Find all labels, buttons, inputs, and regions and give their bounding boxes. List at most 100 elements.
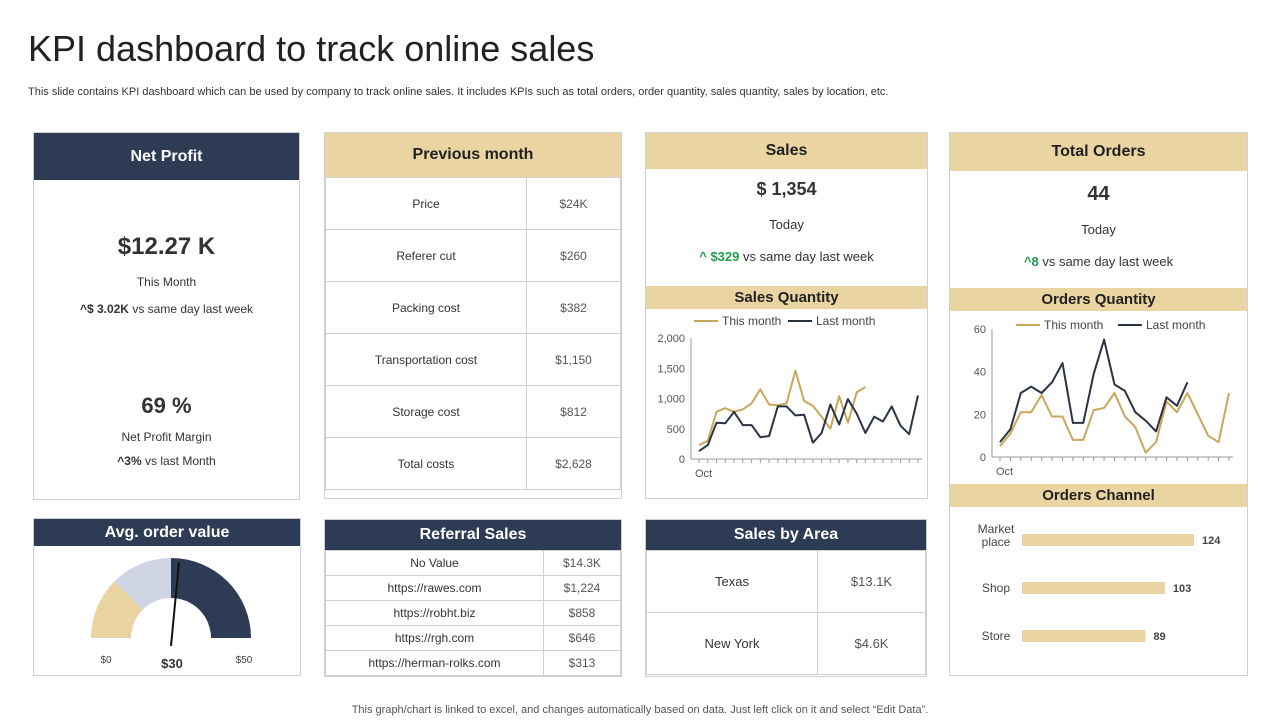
gauge-segment-high [171, 558, 251, 638]
net-profit-card: Net Profit $12.27 K This Month ^$ 3.02K … [33, 132, 300, 500]
gauge-max-label: $50 [236, 655, 253, 666]
y-tick-label: 2,000 [657, 333, 685, 345]
y-tick-label: 1,000 [657, 394, 685, 406]
bar-value-label: 103 [1173, 583, 1191, 595]
previous-month-label: Transportation cost [325, 333, 527, 386]
orders-quantity-header: Orders Quantity [950, 288, 1247, 311]
y-tick-label: 60 [974, 324, 986, 336]
y-tick-label: 40 [974, 367, 986, 379]
referral-sales-value: $646 [543, 625, 621, 651]
sales-card: Sales $ 1,354 Today ^ $329 vs same day l… [645, 132, 928, 499]
y-tick-label: 20 [974, 409, 986, 421]
series-line-0 [999, 392, 1230, 454]
previous-month-card: Previous month Price $24K Referer cut $260 P… [324, 132, 622, 499]
referral-sales-row: https://rgh.com $646 [325, 625, 621, 651]
sales-delta: ^ $329 [699, 249, 740, 264]
referral-sales-label: No Value [325, 550, 544, 576]
bar [1022, 630, 1146, 642]
net-profit-margin-label: Net Profit Margin [121, 430, 212, 444]
series-line-1 [698, 395, 919, 452]
referral-sales-row: https://robht.biz $858 [325, 600, 621, 626]
referral-sales-label: https://rawes.com [325, 575, 544, 601]
bar [1022, 582, 1165, 594]
orders-channel-chart: Market place 124 Shop 103 Store 89 [978, 522, 1222, 643]
total-orders-delta-line: ^8 vs same day last week [950, 254, 1247, 269]
previous-month-value: $260 [526, 229, 621, 282]
previous-month-value: $812 [526, 385, 621, 438]
legend-label: This month [722, 314, 781, 328]
sales-by-area-value: $4.6K [817, 612, 926, 675]
avg-order-gauge: $0 $50 $30 [91, 558, 253, 671]
bar-category-label: Market place [978, 522, 1015, 549]
previous-month-table: Price $24K Referer cut $260 Packing cost $382… [325, 177, 621, 490]
previous-month-value: $1,150 [526, 333, 621, 386]
y-tick-label: 0 [679, 454, 685, 466]
referral-sales-table: No Value $14.3K https://rawes.com $1,224 htt… [325, 550, 621, 676]
x-tick-label: Oct [695, 468, 712, 480]
sales-delta-line: ^ $329 vs same day last week [646, 249, 927, 264]
y-tick-label: 0 [980, 452, 986, 464]
sales-value: $ 1,354 [756, 179, 817, 199]
previous-month-value: $382 [526, 281, 621, 334]
y-tick-label: 1,500 [657, 363, 685, 375]
referral-sales-value: $313 [543, 650, 621, 676]
total-orders-period: Today [1081, 222, 1116, 237]
bar-value-label: 124 [1202, 535, 1221, 547]
previous-month-row: Packing cost $382 [325, 281, 621, 334]
total-orders-card: Total Orders 44 Today ^8 vs same day las… [949, 132, 1248, 676]
page-subtitle: This slide contains KPI dashboard which … [28, 86, 889, 98]
legend-label: This month [1044, 318, 1103, 332]
previous-month-label: Referer cut [325, 229, 527, 282]
net-profit-value: $12.27 K [117, 233, 216, 260]
sales-period: Today [769, 217, 804, 232]
legend-label: Last month [816, 314, 875, 328]
avg-order-header: Avg. order value [34, 519, 300, 546]
sales-by-area-value: $13.1K [817, 550, 926, 613]
bar-category-label: Shop [982, 581, 1010, 595]
gauge-needle [170, 562, 180, 647]
y-tick-label: 500 [667, 424, 685, 436]
sales-quantity-header: Sales Quantity [646, 286, 927, 309]
referral-sales-row: https://rawes.com $1,224 [325, 575, 621, 601]
net-profit-delta-suffix: vs same day last week [132, 302, 254, 316]
previous-month-label: Storage cost [325, 385, 527, 438]
sales-by-area-label: Texas [646, 550, 818, 613]
referral-sales-value: $14.3K [543, 550, 621, 576]
sales-by-area-row: Texas $13.1K [646, 550, 926, 613]
previous-month-label: Price [325, 177, 527, 230]
referral-sales-row: No Value $14.3K [325, 550, 621, 576]
previous-month-row: Referer cut $260 [325, 229, 621, 282]
gauge-value-label: $30 [161, 656, 183, 671]
gauge-min-label: $0 [100, 655, 112, 666]
referral-sales-label: https://robht.biz [325, 600, 544, 626]
previous-month-value: $24K [526, 177, 621, 230]
sales-delta-suffix: vs same day last week [742, 249, 874, 264]
referral-sales-value: $1,224 [543, 575, 621, 601]
net-profit-margin-suffix: vs last Month [145, 454, 216, 468]
sales-header: Sales [646, 133, 927, 169]
net-profit-margin-delta-line: ^3% vs last Month [34, 454, 299, 468]
referral-sales-card: Referral Sales No Value $14.3K https://raw… [324, 519, 622, 677]
bar-value-label: 89 [1153, 631, 1165, 643]
referral-sales-row: https://herman-rolks.com $313 [325, 650, 621, 676]
previous-month-row: Price $24K [325, 177, 621, 230]
series-line-1 [999, 338, 1189, 443]
previous-month-label: Total costs [325, 437, 527, 490]
orders-channel-header: Orders Channel [950, 484, 1247, 507]
sales-by-area-table: Texas $13.1K New York $4.6K [646, 550, 926, 675]
gauge-segment-low [91, 581, 143, 638]
referral-sales-label: https://herman-rolks.com [325, 650, 544, 676]
net-profit-header: Net Profit [34, 133, 299, 180]
sales-by-area-header: Sales by Area [646, 520, 926, 550]
total-orders-header: Total Orders [950, 133, 1247, 171]
sales-by-area-card: Sales by Area Texas $13.1K New York $4.6K [645, 519, 927, 677]
total-orders-value: 44 [1087, 183, 1110, 205]
referral-sales-header: Referral Sales [325, 520, 621, 550]
x-tick-label: Oct [996, 466, 1013, 478]
legend-label: Last month [1146, 318, 1205, 332]
bar [1022, 534, 1194, 546]
previous-month-value: $2,628 [526, 437, 621, 490]
referral-sales-label: https://rgh.com [325, 625, 544, 651]
orders-quantity-chart: 0 20 40 60 Oct This month Last month [974, 318, 1233, 478]
sales-by-area-label: New York [646, 612, 818, 675]
